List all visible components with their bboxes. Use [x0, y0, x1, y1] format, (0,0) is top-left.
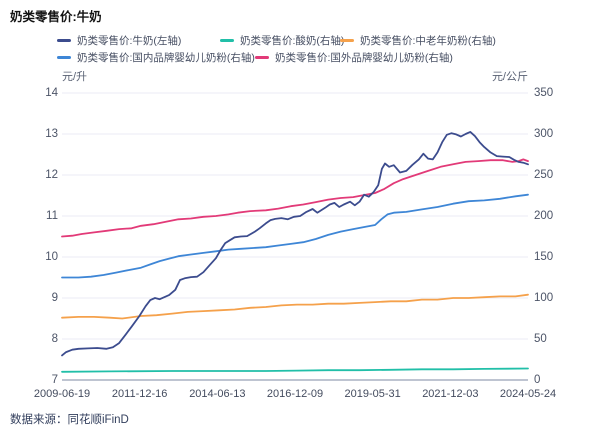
legend-marker-icon — [340, 39, 354, 42]
x-tick-label: 2014-06-13 — [189, 388, 246, 400]
legend-marker-icon — [255, 56, 269, 59]
legend: 奶类零售价:牛奶(左轴) 奶类零售价:酸奶(右轴) 奶类零售价:中老年奶粉(右轴) … — [57, 32, 597, 66]
legend-marker-icon — [57, 39, 71, 42]
x-tick-label: 2016-12-09 — [266, 388, 324, 400]
right-tick-label: 100 — [534, 292, 554, 304]
left-tick-label: 14 — [45, 87, 58, 99]
legend-label: 奶类零售价:中老年奶粉(右轴) — [360, 35, 496, 47]
legend-label: 奶类零售价:牛奶(左轴) — [77, 35, 182, 47]
legend-item-1[interactable]: 奶类零售价:酸奶(右轴) — [220, 33, 344, 48]
series-line-0 — [61, 130, 529, 357]
left-tick-label: 12 — [45, 169, 58, 181]
legend-label: 奶类零售价:国内品牌婴幼儿奶粉(右轴) — [77, 52, 255, 64]
right-tick-label: 200 — [534, 210, 554, 222]
series-line-2 — [61, 293, 529, 320]
series-line-1 — [61, 367, 529, 373]
legend-marker-icon — [57, 56, 71, 59]
left-tick-label: 7 — [51, 374, 58, 386]
right-tick-label: 0 — [534, 374, 541, 386]
legend-marker-icon — [220, 39, 234, 42]
series-line-3 — [61, 193, 529, 279]
right-axis-unit: 元/公斤 — [491, 71, 528, 83]
left-tick-label: 10 — [45, 251, 58, 263]
chart-title: 奶类零售价:牛奶 — [10, 10, 102, 24]
legend-item-0[interactable]: 奶类零售价:牛奶(左轴) — [57, 33, 220, 48]
left-axis-unit: 元/升 — [62, 71, 88, 83]
data-source-label: 数据来源：同花顺iFinD — [10, 414, 129, 426]
x-tick-label: 2009-06-19 — [33, 388, 91, 400]
left-tick-label: 9 — [51, 292, 58, 304]
legend-item-2[interactable]: 奶类零售价:中老年奶粉(右轴) — [340, 33, 496, 48]
x-tick-label: 2024-05-24 — [499, 388, 557, 400]
legend-item-3[interactable]: 奶类零售价:国内品牌婴幼儿奶粉(右轴) — [57, 50, 255, 65]
left-tick-label: 8 — [51, 333, 58, 345]
right-tick-label: 300 — [534, 128, 554, 140]
right-tick-label: 50 — [534, 333, 547, 345]
series-line-4 — [61, 158, 529, 238]
right-tick-label: 150 — [534, 251, 554, 263]
x-tick-label: 2011-12-16 — [111, 388, 168, 400]
right-tick-label: 350 — [534, 87, 554, 99]
legend-row-1: 奶类零售价:牛奶(左轴) 奶类零售价:酸奶(右轴) 奶类零售价:中老年奶粉(右轴) — [57, 32, 597, 49]
legend-label: 奶类零售价:国外品牌婴幼儿奶粉(右轴) — [275, 52, 453, 64]
left-tick-label: 11 — [46, 210, 58, 222]
x-tick-label: 2019-05-31 — [344, 388, 401, 400]
left-tick-label: 13 — [45, 128, 58, 140]
x-tick-label: 2021-12-03 — [422, 388, 479, 400]
legend-item-4[interactable]: 奶类零售价:国外品牌婴幼儿奶粉(右轴) — [255, 50, 453, 65]
legend-row-2: 奶类零售价:国内品牌婴幼儿奶粉(右轴) 奶类零售价:国外品牌婴幼儿奶粉(右轴) — [57, 49, 597, 66]
right-tick-label: 250 — [534, 169, 554, 181]
legend-label: 奶类零售价:酸奶(右轴) — [240, 35, 345, 47]
